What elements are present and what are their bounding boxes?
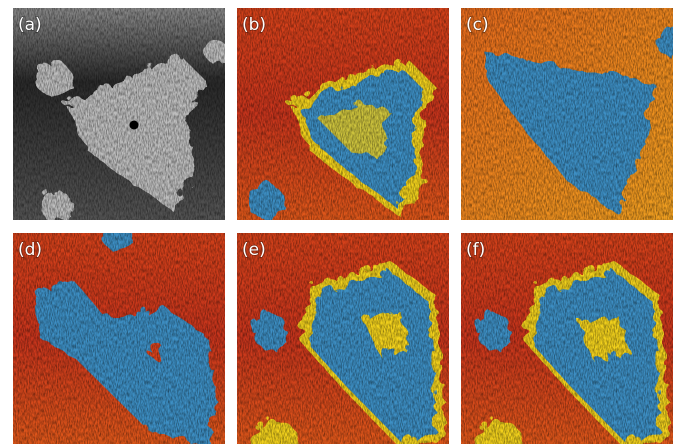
panel-label: (d) [18,240,42,260]
panel-label: (b) [242,15,266,35]
panel-e: (e) [237,233,449,444]
panel-label: (a) [18,15,42,35]
figure: (a) (b) (c) (d) [0,0,682,444]
panel-label: (c) [466,15,489,35]
panel-a: (a) [13,8,225,220]
panel-f: (f) [461,233,673,444]
panel-label: (f) [466,240,485,260]
panel-label: (e) [242,240,266,260]
panel-c: (c) [461,8,680,220]
panel-b: (b) [237,8,449,220]
panel-d: (d) [13,219,225,444]
